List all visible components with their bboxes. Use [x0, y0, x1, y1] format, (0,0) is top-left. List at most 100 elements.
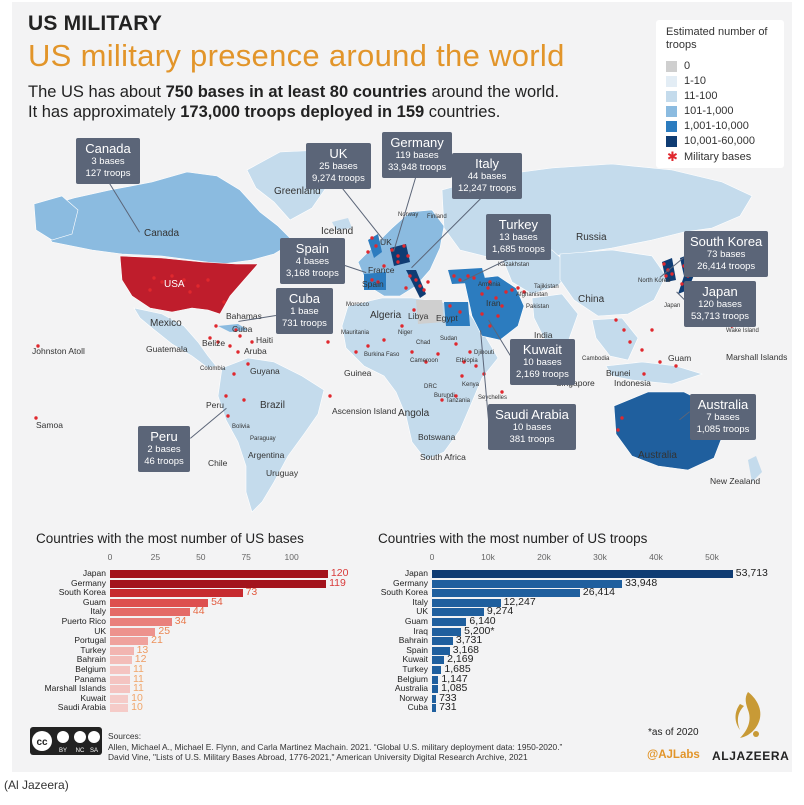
- military-base-marker: [452, 274, 456, 278]
- data-label: 12,247: [503, 595, 536, 608]
- map-label-libya: Libya: [408, 311, 429, 321]
- region-mexico: [133, 307, 217, 369]
- data-label: 12: [134, 653, 147, 666]
- category-label: Belgium: [75, 664, 106, 674]
- x-tick-label: 25: [150, 552, 161, 562]
- military-base-marker: [228, 344, 232, 348]
- callout-peru: Peru 2 bases 46 troops: [138, 426, 190, 472]
- map-label-morocco: Morocco: [346, 302, 370, 308]
- military-base-marker: [614, 318, 618, 322]
- map-label-cuba: Cuba: [232, 324, 253, 334]
- callout-country: Japan: [702, 284, 738, 299]
- map-label-afghanistan: Afghanistan: [516, 292, 548, 298]
- bar: [432, 627, 462, 636]
- bar: [432, 637, 453, 646]
- region-germany: [390, 244, 410, 266]
- map-label-argentina: Argentina: [248, 450, 285, 460]
- military-base-marker: [328, 394, 332, 398]
- data-label: 13: [136, 643, 149, 656]
- map-label-australia: Australia: [638, 450, 677, 461]
- data-label: 53,713: [735, 567, 768, 579]
- bar: [110, 579, 327, 588]
- map-label-china: China: [578, 294, 605, 305]
- map-label-angola: Angola: [398, 408, 430, 419]
- callout-country: Turkey: [498, 217, 539, 232]
- category-label: Marshall Islands: [44, 683, 106, 694]
- region-se-asia: [591, 317, 639, 361]
- map-label-france: France: [368, 265, 395, 275]
- x-tick-label: 30k: [593, 552, 607, 562]
- callout-bases: 10 bases: [523, 357, 562, 368]
- military-base-marker: [494, 296, 498, 300]
- category-label: Turkey: [80, 644, 106, 655]
- military-base-marker: [402, 244, 406, 248]
- data-label: 6,140: [469, 615, 496, 627]
- legend-swatch: [666, 76, 677, 87]
- military-base-marker: [354, 350, 358, 354]
- data-label: 21: [151, 634, 163, 647]
- x-tick-label: 0: [107, 552, 113, 562]
- map-label-norway: Norway: [398, 212, 419, 218]
- base-marker-icon: ✱: [667, 149, 678, 164]
- callout-uk: UK 25 bases 9,274 troops: [306, 143, 371, 189]
- category-label: Puerto Rico: [61, 616, 106, 626]
- bar: [110, 637, 149, 646]
- callout-bases: 7 bases: [706, 412, 740, 423]
- data-label: 54: [211, 595, 223, 608]
- category-label: Australia: [394, 683, 428, 694]
- callout-bases: 44 bases: [467, 171, 507, 182]
- region-libya: [416, 300, 444, 324]
- map-label-djibouti: Djibouti: [474, 350, 495, 356]
- military-base-marker: [436, 352, 440, 356]
- data-label: 11: [132, 663, 144, 675]
- callout-troops: 9,274 troops: [312, 173, 365, 184]
- x-tick-label: 0: [429, 552, 435, 562]
- category-label: Spain: [406, 644, 428, 655]
- callout-country: Cuba: [288, 291, 320, 306]
- military-base-marker: [382, 338, 386, 342]
- region-china: [559, 249, 667, 317]
- bar: [110, 704, 129, 713]
- callout-troops: 2,169 troops: [516, 369, 569, 380]
- military-base-marker: [640, 348, 644, 352]
- bar: [110, 589, 243, 598]
- bar: [432, 589, 580, 598]
- military-base-marker: [448, 304, 452, 308]
- troops-chart-title: Countries with the most number of US tro…: [378, 531, 648, 546]
- military-base-marker: [412, 308, 416, 312]
- bases-chart-title: Countries with the most number of US bas…: [36, 531, 304, 546]
- military-base-marker: [458, 278, 462, 282]
- bar: [110, 685, 130, 694]
- military-base-marker: [170, 274, 174, 278]
- category-label: Saudi Arabia: [57, 702, 106, 713]
- data-label: 3,168: [452, 643, 480, 656]
- callout-country: Germany: [390, 135, 444, 150]
- region-new-zealand: [748, 456, 762, 482]
- map-label-japan: Japan: [664, 303, 681, 309]
- military-base-marker: [214, 324, 218, 328]
- map-label-pakistan: Pakistan: [526, 304, 550, 310]
- bar: [432, 694, 437, 703]
- military-base-marker: [500, 304, 504, 308]
- military-base-marker: [628, 340, 632, 344]
- military-base-marker: [426, 280, 430, 284]
- category-label: Guam: [404, 616, 428, 626]
- military-base-marker: [680, 282, 684, 286]
- callout-japan: Japan 120 bases 53,713 troops: [684, 281, 756, 327]
- military-base-marker: [370, 278, 374, 282]
- military-base-marker: [222, 300, 226, 304]
- callout-australia: Australia 7 bases 1,085 troops: [690, 394, 756, 440]
- map-label-wake: Wake Island: [726, 328, 759, 334]
- data-label: 9,274: [486, 605, 514, 618]
- bar: [432, 608, 484, 617]
- military-base-marker: [250, 340, 254, 344]
- callout-country: Australia: [697, 397, 749, 412]
- military-base-marker: [500, 390, 504, 394]
- military-base-marker: [408, 274, 412, 278]
- legend-swatch: [666, 121, 677, 132]
- military-base-marker: [516, 286, 520, 290]
- data-label: 1,147: [441, 672, 468, 685]
- map-label-burundi: Burundi: [434, 393, 455, 399]
- military-base-marker: [326, 340, 330, 344]
- map-label-peru: Peru: [206, 400, 224, 410]
